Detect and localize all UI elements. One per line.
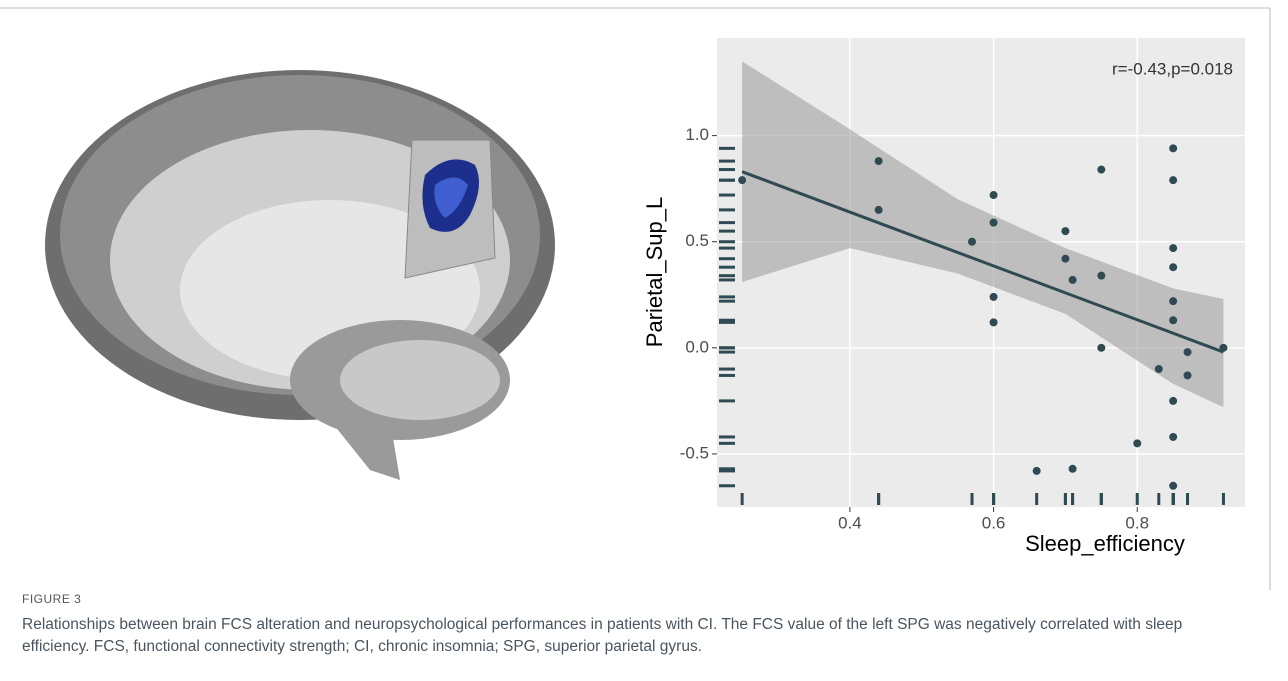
point [1219, 343, 1228, 352]
point [1068, 275, 1077, 284]
annotation: r=-0.43,p=0.018 [1112, 59, 1233, 78]
point [1169, 263, 1178, 272]
point [1169, 144, 1178, 153]
point [1169, 297, 1178, 306]
point [738, 176, 747, 185]
point [1169, 244, 1178, 253]
point [1169, 481, 1178, 490]
x-tick-label: 0.6 [982, 513, 1006, 532]
point [989, 292, 998, 301]
brain-image [45, 70, 555, 480]
x-axis-title: Sleep_efficiency [1025, 531, 1185, 556]
point [989, 318, 998, 327]
point [1097, 271, 1106, 280]
point [874, 205, 883, 214]
point [1183, 348, 1192, 357]
point [1068, 464, 1077, 473]
confidence-band [742, 61, 1224, 408]
y-tick-label: 1.0 [685, 125, 709, 144]
point [989, 218, 998, 227]
fit-line [741, 170, 1224, 354]
y-tick-label: -0.5 [680, 443, 709, 462]
figure: Sleep_efficiency Parietal_Sup_L -0.5 0.0 0… [0, 7, 1271, 590]
point [1169, 176, 1178, 185]
point [1097, 343, 1106, 352]
point [1061, 254, 1070, 263]
point [1097, 165, 1106, 174]
point [1169, 396, 1178, 405]
point [1169, 316, 1178, 325]
point [1154, 365, 1163, 374]
x-tick-label: 0.4 [838, 513, 862, 532]
point [1061, 227, 1070, 236]
y-axis-title: Parietal_Sup_L [642, 197, 667, 347]
point [968, 237, 977, 246]
point [1133, 439, 1142, 448]
y-tick-label: 0.0 [685, 337, 709, 356]
point [874, 157, 883, 166]
figure-label: FIGURE 3 [22, 592, 82, 606]
point [1183, 371, 1192, 380]
point [1169, 432, 1178, 441]
point [989, 191, 998, 200]
x-tick-label: 0.8 [1125, 513, 1149, 532]
point [1032, 466, 1041, 475]
figure-caption: Relationships between brain FCS alterati… [22, 616, 1183, 655]
y-tick-label: 0.5 [685, 231, 709, 250]
